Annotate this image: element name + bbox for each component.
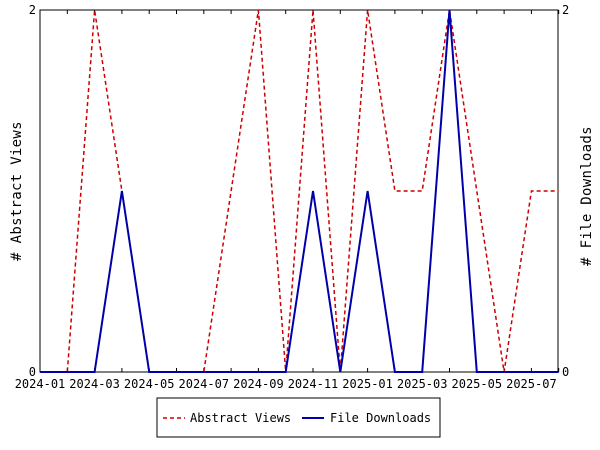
x-tick-label: 2024-05 [124,377,175,391]
x-tick-label: 2025-05 [452,377,503,391]
x-tick-label: 2024-11 [288,377,339,391]
x-tick-label: 2024-07 [179,377,230,391]
x-tick-label: 2025-01 [342,377,393,391]
x-tick-label: 2024-01 [15,377,66,391]
legend: Abstract Views File Downloads [156,397,441,438]
x-tick-label: 2024-09 [233,377,284,391]
series-layer [40,9,559,373]
y-tick-label-right: 0 [562,365,569,379]
legend-label-file-downloads: File Downloads [330,411,431,425]
y-tick-label-left: 0 [29,365,36,379]
y-tick-label-left: 2 [29,3,36,17]
y-axis-title-left: # Abstract Views [9,121,25,261]
y-axis-title-right: # File Downloads [579,126,595,266]
x-tick-label: 2024-03 [69,377,120,391]
y-tick-label-right: 2 [562,3,569,17]
series-line-file-downloads [40,9,559,373]
x-tick-label: 2025-03 [397,377,448,391]
x-tick-label: 2025-07 [506,377,557,391]
legend-label-abstract-views: Abstract Views [190,411,291,425]
legend-box [156,397,441,438]
tick-labels: 2024-01 2024-03 2024-05 2024-07 2024-09 2024-… [15,3,570,391]
plot-area [39,9,559,373]
